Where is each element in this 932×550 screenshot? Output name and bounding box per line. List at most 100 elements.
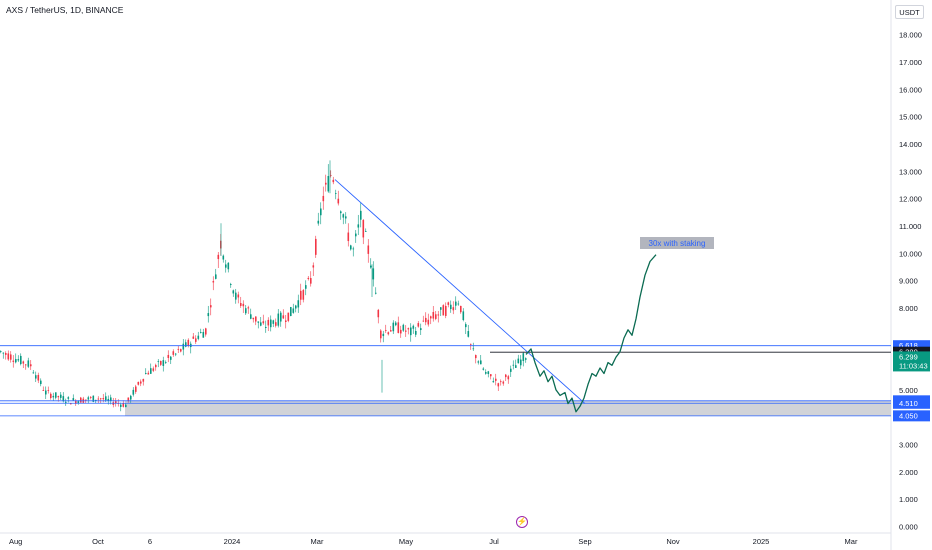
candle bbox=[462, 311, 465, 321]
y-tick-label: 14.000 bbox=[899, 140, 922, 149]
candle bbox=[315, 238, 317, 255]
candle bbox=[100, 398, 102, 400]
candle bbox=[227, 262, 230, 270]
candle bbox=[52, 395, 55, 398]
candle bbox=[47, 390, 50, 391]
candle bbox=[330, 175, 332, 176]
candle bbox=[212, 281, 215, 283]
candle bbox=[67, 397, 70, 399]
candle bbox=[345, 216, 347, 219]
candle bbox=[270, 319, 272, 328]
x-tick-label: 6 bbox=[148, 537, 152, 546]
candle bbox=[95, 399, 97, 401]
y-tick-label: 10.000 bbox=[899, 249, 922, 258]
candle bbox=[310, 278, 312, 284]
y-tick-label: 18.000 bbox=[899, 31, 922, 40]
candle bbox=[497, 383, 500, 387]
candle bbox=[272, 320, 275, 324]
candle bbox=[395, 322, 397, 326]
candle bbox=[90, 397, 92, 399]
candle bbox=[35, 375, 37, 379]
candle bbox=[377, 309, 380, 318]
candle bbox=[72, 398, 75, 401]
x-tick-label: Nov bbox=[666, 537, 680, 546]
candle bbox=[447, 302, 450, 305]
candle bbox=[7, 353, 10, 360]
price-level-tag bbox=[893, 410, 930, 422]
candle bbox=[140, 381, 142, 384]
candle bbox=[435, 314, 437, 319]
candle bbox=[297, 300, 300, 308]
candle bbox=[342, 214, 345, 218]
candle bbox=[192, 336, 195, 339]
candle bbox=[525, 358, 527, 360]
y-tick-label: 9.000 bbox=[899, 277, 918, 286]
candle bbox=[215, 274, 217, 279]
lightning-icon[interactable]: ⚡ bbox=[516, 516, 528, 528]
candle bbox=[467, 331, 470, 337]
candle bbox=[217, 254, 220, 260]
candle bbox=[510, 368, 512, 372]
candle bbox=[300, 290, 302, 300]
candle bbox=[25, 364, 27, 366]
candle bbox=[417, 323, 420, 327]
candle bbox=[277, 313, 280, 326]
candle bbox=[495, 378, 497, 381]
candle bbox=[517, 358, 520, 364]
candle bbox=[222, 255, 225, 260]
candle bbox=[292, 308, 295, 313]
candle bbox=[22, 361, 25, 364]
candle bbox=[295, 305, 297, 309]
candle bbox=[505, 374, 507, 378]
support-zone-rect bbox=[125, 400, 891, 416]
candle bbox=[132, 389, 135, 395]
currency-unit-button[interactable]: USDT bbox=[895, 5, 924, 19]
candle bbox=[280, 312, 282, 322]
candle bbox=[305, 285, 307, 289]
candle bbox=[80, 397, 82, 403]
candle bbox=[92, 395, 95, 402]
candle bbox=[422, 320, 425, 322]
candle bbox=[17, 359, 20, 361]
candle bbox=[50, 393, 52, 399]
candle bbox=[85, 399, 87, 401]
candle bbox=[312, 265, 315, 268]
candle bbox=[197, 335, 200, 339]
x-tick-label: May bbox=[399, 537, 413, 546]
candle bbox=[130, 395, 132, 400]
symbol-title: AXS / TetherUS, 1D, BINANCE bbox=[6, 5, 124, 15]
candle bbox=[387, 332, 390, 335]
candle bbox=[437, 314, 440, 316]
candle bbox=[455, 301, 457, 306]
candle bbox=[175, 353, 177, 355]
y-tick-label: 0.000 bbox=[899, 523, 918, 532]
candle bbox=[87, 397, 90, 400]
candle bbox=[255, 316, 257, 322]
candle bbox=[115, 401, 117, 404]
candle bbox=[207, 313, 210, 317]
support-zone bbox=[125, 400, 891, 416]
candle bbox=[252, 317, 255, 320]
candle bbox=[235, 292, 237, 300]
candle bbox=[247, 307, 250, 309]
candle bbox=[350, 245, 352, 250]
candle bbox=[145, 373, 147, 374]
candle bbox=[522, 353, 525, 362]
candle bbox=[65, 401, 67, 403]
candle bbox=[327, 176, 330, 192]
candle bbox=[127, 397, 130, 401]
candle bbox=[10, 354, 12, 360]
candle bbox=[60, 394, 62, 398]
candle bbox=[185, 342, 187, 347]
current-price-tag-text: 6.299 bbox=[899, 352, 918, 361]
candle bbox=[275, 322, 277, 326]
candle bbox=[302, 290, 305, 300]
price-level-tag bbox=[893, 340, 930, 352]
y-tick-label: 17.000 bbox=[899, 58, 922, 67]
candle bbox=[397, 322, 400, 333]
candle bbox=[32, 372, 35, 374]
candle bbox=[245, 308, 247, 314]
candle bbox=[370, 265, 372, 268]
